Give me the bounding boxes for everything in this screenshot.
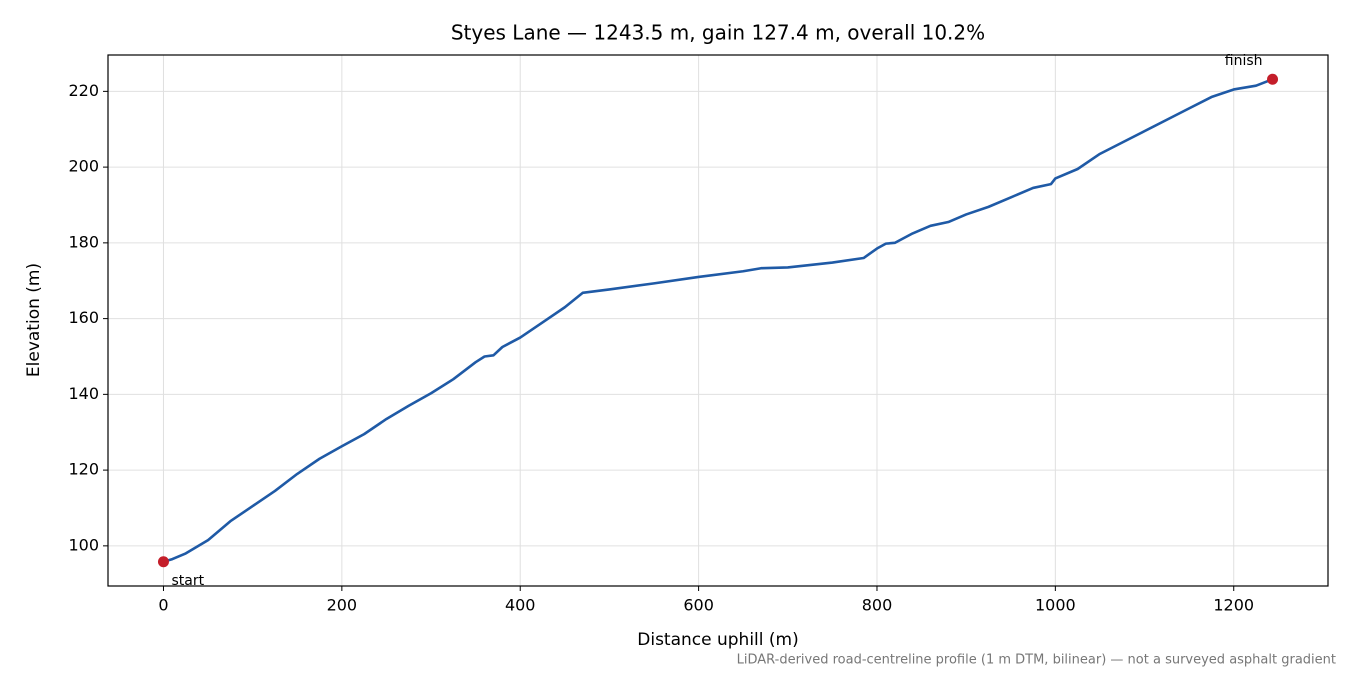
annotation-label: finish xyxy=(1225,53,1263,69)
chart-title: Styes Lane — 1243.5 m, gain 127.4 m, ove… xyxy=(451,21,985,45)
y-axis-label: Elevation (m) xyxy=(24,263,44,377)
y-tick-label: 200 xyxy=(68,157,99,176)
profile-line xyxy=(163,78,1274,564)
footnote: LiDAR-derived road-centreline profile (1… xyxy=(737,653,1336,668)
x-tick-label: 200 xyxy=(327,596,358,615)
x-tick-label: 1200 xyxy=(1213,596,1254,615)
x-tick-label: 400 xyxy=(505,596,536,615)
plot-frame xyxy=(107,54,1329,587)
y-tick-label: 120 xyxy=(68,460,99,479)
y-tick-label: 160 xyxy=(68,308,99,327)
x-axis-label: Distance uphill (m) xyxy=(637,630,798,650)
x-tick-label: 1000 xyxy=(1035,596,1076,615)
annotation-label: start xyxy=(171,573,204,589)
endpoint-marker xyxy=(1267,73,1279,85)
x-tick-label: 600 xyxy=(683,596,714,615)
x-tick-label: 0 xyxy=(158,596,168,615)
x-tick-label: 800 xyxy=(862,596,893,615)
y-tick-label: 100 xyxy=(68,535,99,554)
y-tick-label: 140 xyxy=(68,384,99,403)
endpoint-marker xyxy=(157,556,169,568)
y-tick-label: 220 xyxy=(68,81,99,100)
y-tick-label: 180 xyxy=(68,232,99,251)
